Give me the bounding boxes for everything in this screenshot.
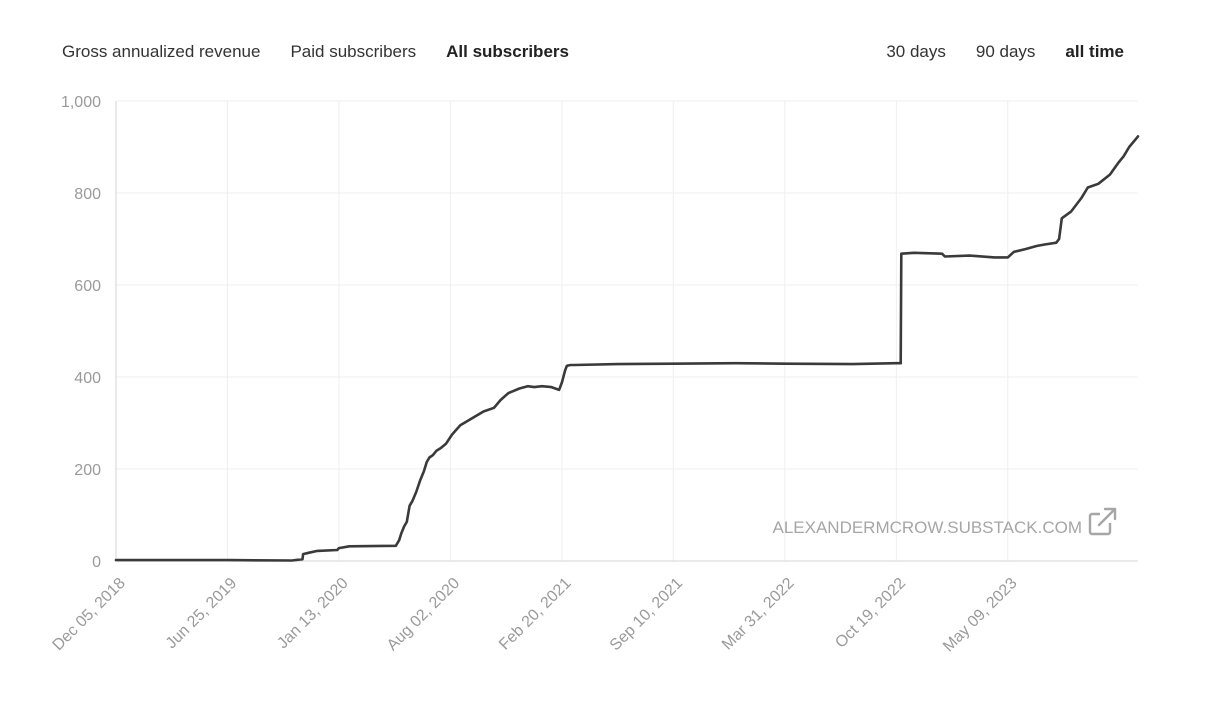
time-range-selector: 30 days 90 days all time (886, 42, 1124, 62)
range-90-days[interactable]: 90 days (975, 42, 1036, 61)
range-all-time[interactable]: all time (1065, 42, 1124, 61)
x-tick-labels: Dec 05, 2018 Jun 25, 2019 Jan 13, 2020 Aug … (49, 575, 1020, 656)
y-tick-label: 400 (74, 370, 101, 387)
y-tick-label: 200 (74, 462, 101, 479)
series-layer (114, 135, 1140, 562)
x-tick-label: Dec 05, 2018 (49, 575, 128, 654)
x-tick-label: Aug 02, 2020 (384, 575, 463, 654)
x-tick-label: May 09, 2023 (940, 575, 1021, 656)
external-link-icon[interactable] (1088, 507, 1117, 536)
x-tick-label: Feb 20, 2021 (496, 575, 575, 654)
tab-all-subscribers[interactable]: All subscribers (446, 42, 569, 61)
y-tick-label: 800 (74, 186, 101, 203)
axes (115, 101, 1138, 562)
x-tick-label: Mar 31, 2022 (719, 575, 798, 654)
watermark-text: ALEXANDERMCROW.SUBSTACK.COM (772, 518, 1082, 537)
x-tick-label: Jun 25, 2019 (163, 575, 241, 653)
x-tick-label: Oct 19, 2022 (832, 575, 909, 652)
x-tick-label: Sep 10, 2021 (607, 575, 686, 654)
metric-tabs: Gross annualized revenue Paid subscriber… (62, 42, 569, 62)
y-tick-label: 600 (74, 278, 101, 295)
y-tick-label: 1,000 (61, 94, 101, 111)
y-tick-label: 0 (92, 554, 101, 571)
grid-lines (116, 100, 1138, 561)
tab-gross-annualized-revenue[interactable]: Gross annualized revenue (62, 42, 261, 61)
x-tick-label: Jan 13, 2020 (274, 575, 352, 653)
range-30-days[interactable]: 30 days (886, 42, 946, 61)
series-line (114, 135, 1140, 562)
substack-link[interactable]: ALEXANDERMCROW.SUBSTACK.COM (772, 507, 1117, 537)
tab-paid-subscribers[interactable]: Paid subscribers (290, 42, 417, 61)
y-tick-labels: 0 200 400 600 800 1,000 (61, 94, 101, 571)
